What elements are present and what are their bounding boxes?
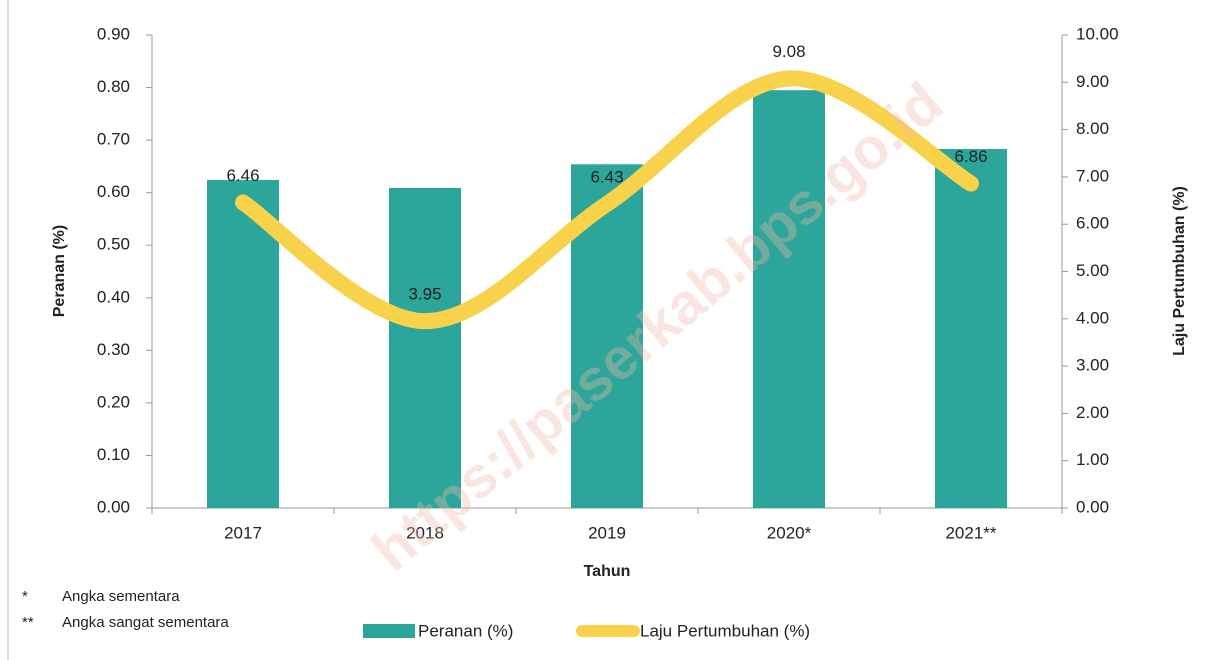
y2-tick-label: 8.00	[1076, 119, 1109, 138]
y-tick-label: 0.50	[97, 235, 130, 254]
y-tick-label: 0.20	[97, 392, 130, 411]
y-tick-label: 0.90	[97, 24, 130, 43]
note-mark: *	[22, 588, 28, 605]
y2-tick-label: 10.00	[1076, 24, 1119, 43]
y2-tick-label: 6.00	[1076, 214, 1109, 233]
x-axis-title: Tahun	[584, 563, 631, 580]
y-tick-label: 0.70	[97, 130, 130, 149]
y2-tick-label: 3.00	[1076, 356, 1109, 375]
legend-label: Peranan (%)	[418, 621, 513, 640]
x-tick-label: 2017	[224, 523, 262, 542]
data-label: 6.46	[226, 166, 259, 185]
y2-tick-label: 4.00	[1076, 308, 1109, 327]
x-tick-label: 2019	[588, 523, 626, 542]
bar	[753, 90, 825, 508]
line	[235, 70, 979, 330]
y2-axis-title: Laju Pertumbuhan (%)	[1171, 186, 1188, 356]
legend-label: Laju Pertumbuhan (%)	[640, 621, 810, 640]
legend-swatch	[363, 624, 415, 638]
note: Angka sementara	[62, 588, 180, 605]
y2-tick-label: 9.00	[1076, 72, 1109, 91]
y-tick-label: 0.40	[97, 287, 130, 306]
bar	[207, 180, 279, 508]
y-tick-label: 0.60	[97, 182, 130, 201]
y-axis-title: Peranan (%)	[51, 225, 68, 317]
x-tick-label: 2020*	[767, 523, 812, 542]
y2-tick-label: 2.00	[1076, 403, 1109, 422]
note-mark: **	[22, 614, 34, 631]
y2-tick-label: 0.00	[1076, 497, 1109, 516]
y2-tick-label: 5.00	[1076, 261, 1109, 280]
y-tick-label: 0.80	[97, 77, 130, 96]
y2-tick-label: 7.00	[1076, 166, 1109, 185]
note: Angka sangat sementara	[62, 614, 229, 631]
bar	[935, 149, 1007, 508]
y-tick-label: 0.00	[97, 497, 130, 516]
bar	[389, 187, 461, 509]
data-label: 6.86	[954, 147, 987, 166]
y2-tick-label: 1.00	[1076, 450, 1109, 469]
y-tick-label: 0.30	[97, 340, 130, 359]
data-label: 6.43	[590, 167, 623, 186]
y-tick-label: 0.10	[97, 445, 130, 464]
x-tick-label: 2021**	[945, 523, 996, 542]
data-label: 9.08	[772, 42, 805, 61]
data-label: 3.95	[408, 285, 441, 304]
x-tick-label: 2018	[406, 523, 444, 542]
